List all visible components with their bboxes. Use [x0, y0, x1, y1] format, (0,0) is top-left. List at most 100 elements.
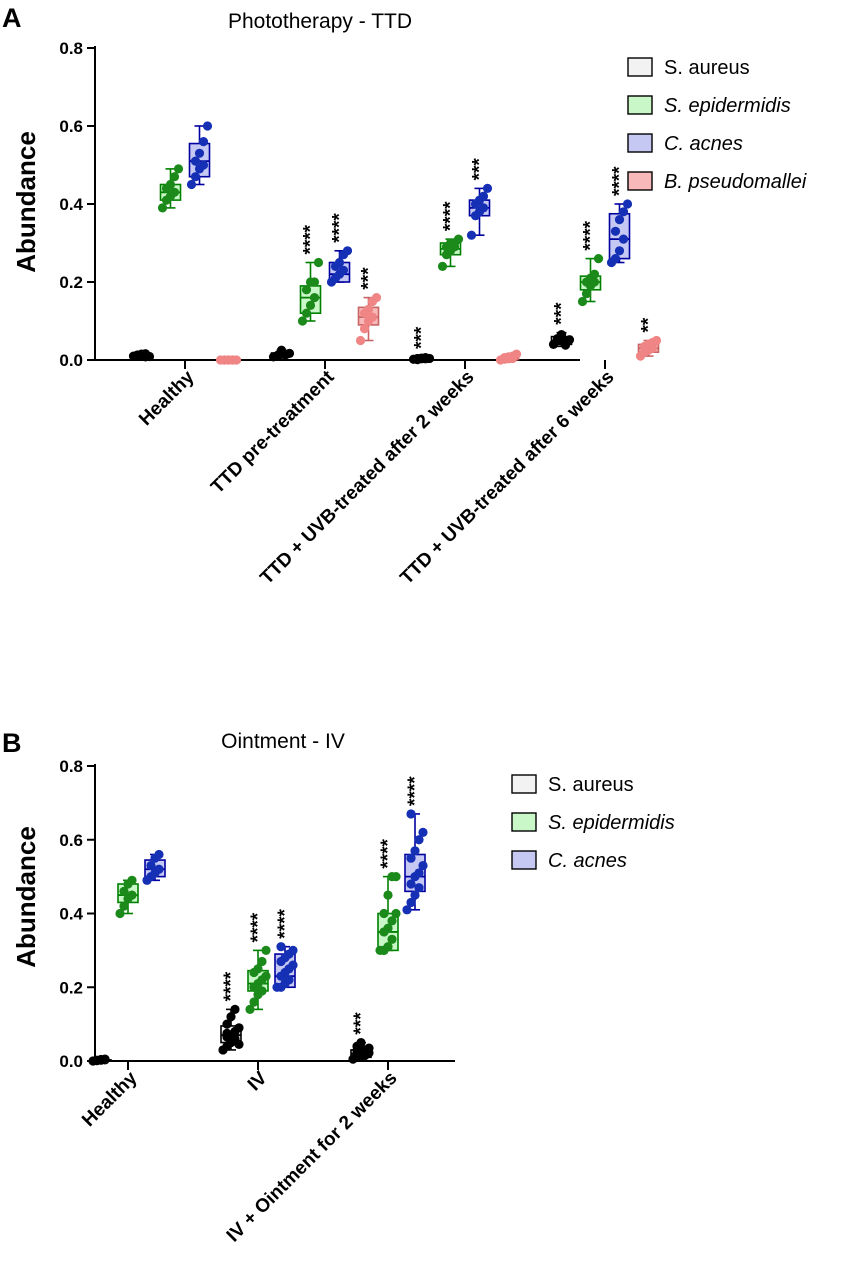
panel-b-data-point [406, 809, 416, 819]
panel-a-data-point [301, 285, 312, 295]
panel-a-data-point [169, 187, 180, 197]
panel-b-data-point [234, 1039, 244, 1050]
panel-a-ylabel: Abundance [11, 131, 41, 273]
panel-a-legend-label: B. pseudomallei [664, 171, 807, 193]
panel-a-data-point [482, 183, 493, 193]
panel-b-data-point [257, 986, 267, 996]
panel-a-data-point [478, 191, 489, 201]
panel-b-y-tick-label: 0.0 [59, 1052, 83, 1071]
panel-b-y-tick-label: 0.2 [59, 978, 83, 997]
panel-a-y-tick-label: 0.0 [59, 351, 83, 370]
panel-a-data-point [173, 164, 184, 174]
panel-a-significance-marker: **** [441, 201, 462, 231]
panel-b-data-point [119, 901, 129, 911]
panel-a-significance-marker: *** [412, 326, 433, 349]
panel-a-data-point [309, 277, 320, 287]
panel-b-data-point [402, 905, 412, 915]
panel-a-data-point [618, 234, 629, 244]
panel-b-data-point [119, 886, 129, 896]
panel-a-significance-marker: **** [330, 213, 351, 243]
panel-b-y-tick-label: 0.6 [59, 831, 83, 850]
panel-a-data-point [651, 335, 662, 346]
panel-a-data-point [610, 226, 621, 236]
panel-b-legend-swatch [511, 850, 537, 870]
panel-a-data-point [186, 179, 197, 190]
panel-a-data-point [614, 215, 625, 225]
panel-b-data-point [410, 890, 420, 900]
panel-a-data-point [556, 330, 567, 340]
panel-b-data-point [253, 964, 263, 974]
panel-b-significance-marker: **** [405, 776, 426, 806]
panel-a-data-point [453, 234, 464, 244]
panel-b-data-point [261, 945, 271, 955]
panel-b-data-point [288, 960, 298, 970]
panel-b-y-tick-label: 0.8 [59, 757, 83, 776]
panel-a-data-point [564, 335, 575, 345]
panel-a-category-label: TTD pre-treatment [207, 366, 339, 498]
panel-a-data-point [301, 308, 312, 318]
panel-a-data-point [511, 349, 522, 359]
panel-a-significance-marker: *** [359, 267, 380, 290]
panel-b-category-label: IV [244, 1067, 272, 1095]
panel-a-data-point [305, 300, 316, 310]
panel-a-legend-label: C. acnes [664, 133, 743, 155]
panel-a-title: Phototherapy - TTD [228, 10, 412, 33]
panel-a-data-point [371, 293, 382, 303]
panel-b-data-point [276, 942, 286, 952]
panel-a-significance-marker: **** [581, 220, 602, 250]
panel-a-data-point [589, 269, 600, 279]
panel-a-data-point [622, 199, 633, 209]
panel-b-legend-swatch [511, 812, 537, 832]
panel-a-data-point [284, 348, 295, 358]
panel-b-legend-label: S. epidermidis [548, 812, 675, 834]
panel-a-data-point [581, 289, 592, 299]
panel-a-data-point [355, 335, 366, 346]
panel-a-data-point [577, 296, 588, 307]
panel-b-data-point [257, 956, 267, 967]
panel-b-data-point [115, 908, 125, 919]
panel-a-data-point [618, 207, 629, 217]
panel-b-significance-marker: **** [221, 971, 242, 1001]
panel-a-significance-marker: **** [610, 166, 631, 196]
panel-b-data-point [234, 1023, 244, 1033]
panel-a-data-point [190, 156, 201, 166]
panel-a-legend-swatch [627, 95, 653, 115]
panel-a-y-tick-label: 0.2 [59, 273, 83, 292]
panel-b-data-point [387, 934, 397, 944]
panel-b-data-point [414, 868, 424, 878]
panel-b-data-point [284, 975, 294, 985]
panel-a-significance-marker: *** [552, 302, 573, 325]
panel-a-legend-swatch [627, 57, 653, 77]
panel-b-data-point [364, 1048, 374, 1058]
panel-b-legend-label: C. acnes [548, 850, 627, 872]
panel-a-data-point [614, 246, 625, 256]
panel-b-data-point [226, 1012, 236, 1022]
panel-a-data-point [424, 353, 435, 364]
panel-b-data-point [414, 835, 424, 845]
panel-a-data-point [198, 137, 209, 147]
panel-b-data-point [406, 879, 416, 889]
panel-a-data-point [202, 121, 213, 131]
panel-a-significance-marker: **** [301, 224, 322, 254]
panel-a-y-tick-label: 0.6 [59, 117, 83, 136]
panel-b-significance-marker: **** [248, 912, 269, 942]
panel-a-data-point [466, 230, 477, 240]
panel-b-data-point [222, 1019, 232, 1029]
panel-b-data-point [100, 1054, 110, 1064]
panel-b-data-point [352, 1046, 362, 1056]
panel-a-data-point [610, 254, 621, 264]
panel-b-data-point [222, 1028, 232, 1038]
panel-b-data-point [418, 827, 428, 837]
panel-b-data-point [387, 916, 397, 926]
panel-b-legend-swatch [511, 774, 537, 794]
panel-b-data-point [383, 923, 393, 933]
panel-b-letter: B [2, 728, 22, 758]
panel-a-plot: 0.0 0.2 0.4 0.6 0.8 Healthy TTD pre-treatment *… [59, 39, 662, 589]
panel-b-data-point [261, 971, 271, 981]
panel-a-data-point [367, 312, 378, 322]
panel-a-data-point [198, 160, 209, 170]
panel-a-letter: A [2, 3, 22, 33]
panel-b-data-point [379, 908, 389, 919]
panel-b-category-label: IV + Ointment for 2 weeks [223, 1068, 402, 1247]
